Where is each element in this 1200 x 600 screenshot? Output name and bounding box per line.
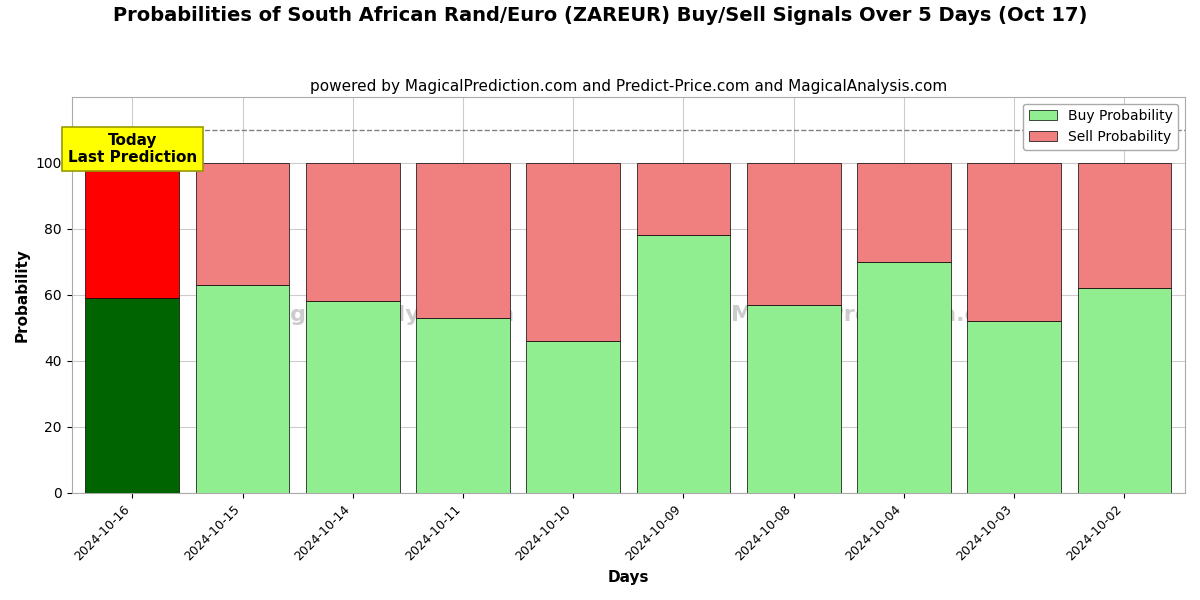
Bar: [196, 163, 289, 285]
Bar: [306, 301, 400, 493]
Bar: [85, 298, 179, 493]
Bar: [636, 163, 731, 235]
Bar: [636, 235, 731, 493]
X-axis label: Days: Days: [607, 570, 649, 585]
Bar: [967, 321, 1061, 493]
Text: MagicalAnalysis.com: MagicalAnalysis.com: [253, 305, 514, 325]
Text: Probabilities of South African Rand/Euro (ZAREUR) Buy/Sell Signals Over 5 Days (: Probabilities of South African Rand/Euro…: [113, 6, 1087, 25]
Bar: [746, 163, 840, 305]
Bar: [416, 163, 510, 318]
Bar: [857, 163, 950, 262]
Legend: Buy Probability, Sell Probability: Buy Probability, Sell Probability: [1024, 104, 1178, 149]
Bar: [196, 285, 289, 493]
Bar: [416, 318, 510, 493]
Bar: [1078, 163, 1171, 288]
Bar: [857, 262, 950, 493]
Bar: [306, 163, 400, 301]
Y-axis label: Probability: Probability: [16, 248, 30, 341]
Bar: [746, 305, 840, 493]
Bar: [967, 163, 1061, 321]
Bar: [527, 341, 620, 493]
Title: powered by MagicalPrediction.com and Predict-Price.com and MagicalAnalysis.com: powered by MagicalPrediction.com and Pre…: [310, 79, 947, 94]
Text: MagicalPrediction.com: MagicalPrediction.com: [731, 305, 1016, 325]
Text: Today
Last Prediction: Today Last Prediction: [67, 133, 197, 165]
Bar: [527, 163, 620, 341]
Bar: [1078, 288, 1171, 493]
Bar: [85, 163, 179, 298]
